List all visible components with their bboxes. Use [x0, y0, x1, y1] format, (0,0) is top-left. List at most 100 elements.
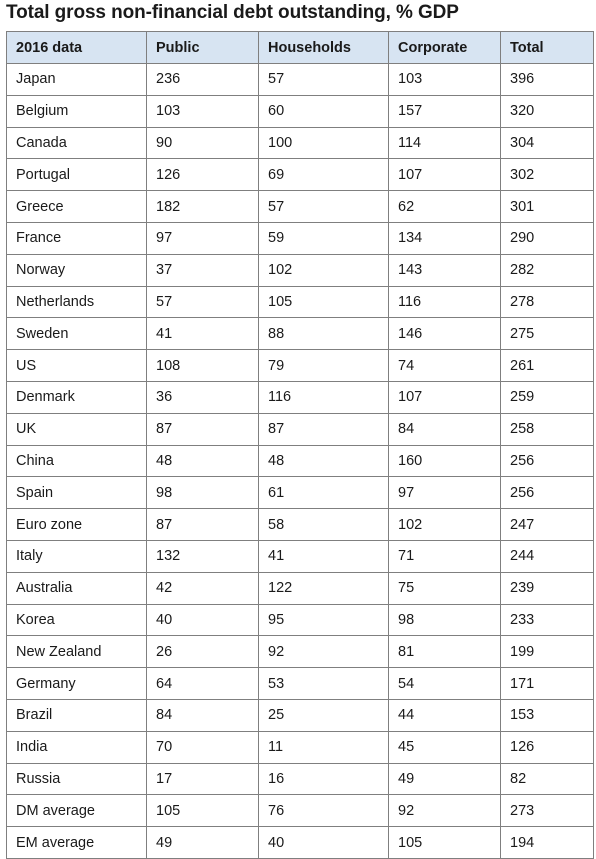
cell-corporate: 102	[388, 508, 501, 541]
cell-corporate: 103	[388, 63, 501, 96]
cell-total: 275	[500, 317, 594, 351]
cell-corporate: 105	[388, 826, 501, 859]
cell-public: 40	[146, 603, 259, 637]
table-row: Sweden 41 88 146 275	[6, 317, 594, 351]
cell-country: India	[6, 730, 147, 764]
cell-total: 153	[500, 698, 594, 732]
cell-total: 259	[500, 380, 594, 414]
cell-public: 17	[146, 762, 259, 796]
cell-total: 273	[500, 794, 594, 828]
cell-total: 261	[500, 349, 594, 382]
column-header-households: Households	[258, 31, 389, 64]
cell-corporate: 81	[388, 635, 501, 669]
cell-total: 304	[500, 126, 594, 160]
cell-country: Netherlands	[6, 285, 147, 319]
cell-households: 40	[258, 826, 389, 859]
cell-households: 16	[258, 762, 389, 796]
cell-public: 42	[146, 571, 259, 605]
cell-corporate: 49	[388, 762, 501, 796]
cell-corporate: 146	[388, 317, 501, 351]
table-row: DM average 105 76 92 273	[6, 794, 594, 828]
cell-households: 95	[258, 603, 389, 637]
cell-public: 84	[146, 698, 259, 732]
cell-total: 126	[500, 730, 594, 764]
column-header-public: Public	[146, 31, 259, 64]
table-row: Australia 42 122 75 239	[6, 571, 594, 605]
cell-households: 87	[258, 412, 389, 446]
cell-country: Sweden	[6, 317, 147, 351]
cell-households: 88	[258, 317, 389, 351]
cell-public: 57	[146, 285, 259, 319]
cell-public: 105	[146, 794, 259, 828]
cell-public: 49	[146, 826, 259, 859]
table-row: UK 87 87 84 258	[6, 412, 594, 446]
table-row: Germany 64 53 54 171	[6, 667, 594, 700]
cell-country: Denmark	[6, 380, 147, 414]
cell-total: 290	[500, 221, 594, 255]
cell-country: Korea	[6, 603, 147, 637]
cell-corporate: 71	[388, 539, 501, 573]
table-row: India 70 11 45 126	[6, 730, 594, 764]
table-row: Russia 17 16 49 82	[6, 762, 594, 796]
cell-public: 90	[146, 126, 259, 160]
table-row: Brazil 84 25 44 153	[6, 698, 594, 732]
cell-corporate: 160	[388, 444, 501, 478]
cell-public: 132	[146, 539, 259, 573]
cell-households: 76	[258, 794, 389, 828]
cell-country: China	[6, 444, 147, 478]
cell-public: 41	[146, 317, 259, 351]
cell-corporate: 143	[388, 253, 501, 287]
table-row: Spain 98 61 97 256	[6, 476, 594, 510]
cell-households: 57	[258, 63, 389, 96]
cell-corporate: 74	[388, 349, 501, 382]
cell-households: 60	[258, 94, 389, 128]
cell-households: 61	[258, 476, 389, 510]
cell-corporate: 116	[388, 285, 501, 319]
cell-country: Canada	[6, 126, 147, 160]
table-row: Korea 40 95 98 233	[6, 603, 594, 637]
column-header-country: 2016 data	[6, 31, 147, 64]
cell-households: 102	[258, 253, 389, 287]
cell-public: 26	[146, 635, 259, 669]
cell-households: 53	[258, 667, 389, 700]
cell-corporate: 75	[388, 571, 501, 605]
cell-country: Norway	[6, 253, 147, 287]
table-body: Japan 236 57 103 396 Belgium 103 60 157 320 Canada…	[6, 63, 594, 859]
cell-country: Brazil	[6, 698, 147, 732]
column-header-total: Total	[500, 31, 594, 64]
cell-corporate: 134	[388, 221, 501, 255]
cell-total: 302	[500, 158, 594, 192]
cell-total: 82	[500, 762, 594, 796]
cell-corporate: 45	[388, 730, 501, 764]
cell-public: 103	[146, 94, 259, 128]
cell-total: 239	[500, 571, 594, 605]
cell-total: 244	[500, 539, 594, 573]
cell-public: 36	[146, 380, 259, 414]
cell-public: 37	[146, 253, 259, 287]
cell-country: UK	[6, 412, 147, 446]
table-row: China 48 48 160 256	[6, 444, 594, 478]
cell-households: 48	[258, 444, 389, 478]
cell-country: EM average	[6, 826, 147, 859]
cell-corporate: 157	[388, 94, 501, 128]
table-row: US 108 79 74 261	[6, 349, 594, 382]
cell-country: Euro zone	[6, 508, 147, 541]
cell-country: Germany	[6, 667, 147, 700]
cell-total: 256	[500, 476, 594, 510]
cell-public: 70	[146, 730, 259, 764]
cell-households: 57	[258, 190, 389, 223]
cell-country: Portugal	[6, 158, 147, 192]
cell-public: 182	[146, 190, 259, 223]
cell-corporate: 54	[388, 667, 501, 700]
cell-households: 59	[258, 221, 389, 255]
cell-total: 320	[500, 94, 594, 128]
table-row: France 97 59 134 290	[6, 221, 594, 255]
table-row: Canada 90 100 114 304	[6, 126, 594, 160]
cell-country: New Zealand	[6, 635, 147, 669]
table-row: Norway 37 102 143 282	[6, 253, 594, 287]
table-row: Greece 182 57 62 301	[6, 190, 594, 223]
table-row: Belgium 103 60 157 320	[6, 94, 594, 128]
cell-households: 100	[258, 126, 389, 160]
cell-total: 256	[500, 444, 594, 478]
table-row: Italy 132 41 71 244	[6, 539, 594, 573]
